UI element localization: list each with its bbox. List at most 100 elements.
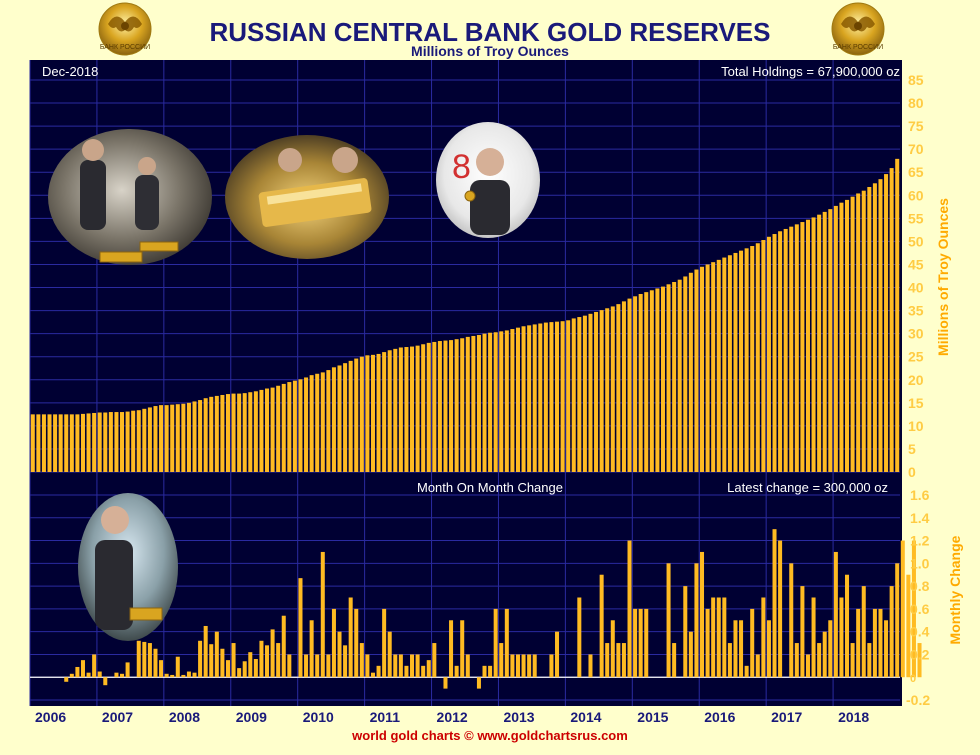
holdings-bar: [337, 365, 342, 472]
total-holdings-annotation: Total Holdings = 67,900,000 oz: [721, 64, 900, 79]
change-bar: [337, 631, 342, 678]
change-bar: [365, 654, 370, 678]
change-bar: [231, 643, 236, 678]
holdings-bar: [772, 234, 777, 472]
svg-text:8: 8: [452, 148, 471, 186]
change-bar: [315, 654, 320, 678]
holdings-bar: [783, 228, 788, 472]
change-bar: [917, 643, 922, 678]
emblem-text: БАНК РОССИИ: [833, 44, 883, 51]
change-bar: [577, 597, 582, 678]
holdings-bar: [616, 304, 621, 472]
putin-inspecting-gold-bars-photo: [48, 129, 212, 265]
holdings-bar: [839, 202, 844, 472]
photo-insets: 8: [48, 122, 540, 641]
holdings-bar: [248, 392, 253, 472]
holdings-bar: [437, 341, 442, 472]
change-bar: [209, 644, 214, 678]
holdings-bar: [811, 217, 816, 472]
change-bar: [889, 586, 894, 678]
change-bar: [242, 661, 247, 678]
holdings-bar: [739, 250, 744, 472]
holdings-bar: [766, 236, 771, 472]
change-bar: [527, 654, 532, 678]
change-bar: [331, 608, 336, 678]
holdings-bar: [488, 332, 493, 472]
latest-change-annotation: Latest change = 300,000 oz: [727, 480, 888, 495]
y-tick-label: 0.8: [910, 578, 930, 594]
year-label: 2018: [838, 709, 869, 725]
y-tick-label: 65: [908, 164, 924, 180]
holdings-bar: [817, 214, 822, 473]
chart-subtitle: Millions of Troy Ounces: [411, 43, 569, 59]
holdings-bar: [259, 389, 264, 472]
change-bar: [906, 574, 911, 678]
holdings-bar: [443, 340, 448, 472]
change-bar: [387, 631, 392, 678]
y-tick-label: 0.6: [910, 601, 930, 617]
change-bar: [465, 654, 470, 678]
change-bar: [281, 615, 286, 678]
holdings-bar: [627, 298, 632, 472]
y-tick-label: 10: [908, 418, 924, 434]
change-bar: [454, 665, 459, 678]
change-bar: [276, 643, 281, 678]
change-bar: [822, 631, 827, 678]
y-tick-label: 0: [910, 673, 916, 685]
holdings-bar: [198, 400, 203, 472]
holdings-bar: [354, 358, 359, 472]
year-label: 2016: [704, 709, 735, 725]
y-tick-label: 0.4: [910, 624, 930, 640]
footer-credit: world gold charts © www.goldchartsrus.co…: [351, 728, 628, 743]
holdings-bar: [666, 284, 671, 472]
holdings-bar: [555, 321, 560, 472]
holdings-bar: [365, 355, 370, 472]
change-bar: [845, 574, 850, 678]
header: RUSSIAN CENTRAL BANK GOLD RESERVES Milli…: [210, 17, 771, 59]
change-bar: [772, 529, 777, 678]
change-bar: [722, 597, 727, 678]
year-label: 2007: [102, 709, 133, 725]
change-bar: [638, 608, 643, 678]
date-label: Dec-2018: [42, 64, 98, 79]
holdings-bar: [398, 347, 403, 472]
holdings-bar: [80, 413, 85, 472]
change-bar: [488, 665, 493, 678]
holdings-bar: [97, 412, 102, 472]
change-bar: [817, 643, 822, 678]
gold-bar-viewing-group-photo: [225, 135, 389, 259]
change-bar: [794, 643, 799, 678]
change-bar: [114, 672, 119, 678]
holdings-bar: [889, 168, 894, 472]
holdings-bar: [504, 330, 509, 472]
change-bar: [727, 643, 732, 678]
y-tick-label: 35: [908, 303, 924, 319]
change-bar: [214, 631, 219, 678]
change-bar: [588, 654, 593, 678]
year-label: 2014: [570, 709, 601, 725]
change-bar: [120, 673, 125, 678]
change-bar: [800, 586, 805, 678]
change-bar: [97, 671, 102, 678]
y-tick-label: 50: [908, 233, 924, 249]
change-bar: [833, 551, 838, 678]
holdings-bar: [315, 373, 320, 472]
holdings-bar: [114, 412, 119, 472]
change-bar: [404, 665, 409, 678]
holdings-bar: [36, 414, 41, 472]
change-y-tick-labels: -0.2 0 0.2 0.4 0.6 0.8 1.0 1.2 1.4 1.6: [906, 487, 930, 708]
holdings-bar: [125, 411, 130, 472]
y-tick-label: 40: [908, 280, 924, 296]
holdings-bar: [538, 323, 543, 472]
year-label: 2011: [370, 709, 401, 725]
change-bars: [64, 529, 922, 689]
change-bar: [320, 551, 325, 678]
holdings-bar: [265, 388, 270, 472]
change-bar: [627, 540, 632, 678]
change-bar: [911, 540, 916, 678]
change-bar: [766, 620, 771, 678]
holdings-bar: [789, 226, 794, 472]
change-bar: [750, 608, 755, 678]
change-bar: [599, 574, 604, 678]
